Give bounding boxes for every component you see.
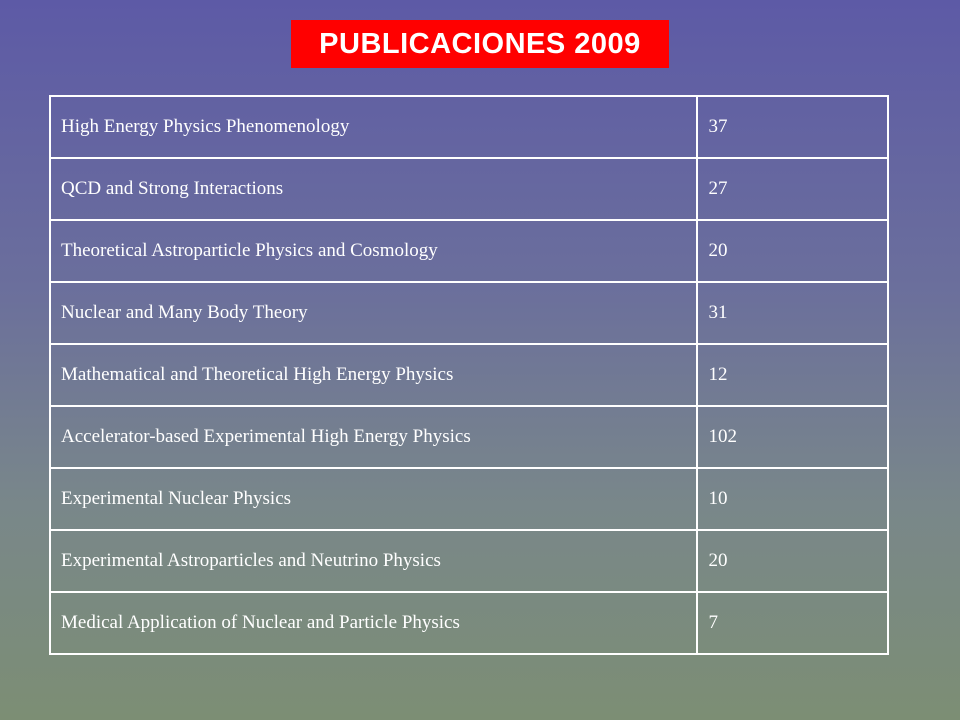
table-row: High Energy Physics Phenomenology 37 — [48, 95, 889, 159]
publication-count-cell: 20 — [696, 219, 889, 283]
research-area-cell: Theoretical Astroparticle Physics and Co… — [48, 219, 699, 283]
publications-table: High Energy Physics Phenomenology 37 QCD… — [48, 95, 889, 655]
research-area-cell: Mathematical and Theoretical High Energy… — [48, 343, 699, 407]
publication-count-cell: 27 — [696, 157, 889, 221]
publication-count-cell: 20 — [696, 529, 889, 593]
publication-count-cell: 7 — [696, 591, 889, 655]
publication-count-cell: 102 — [696, 405, 889, 469]
table-row: Experimental Nuclear Physics 10 — [48, 467, 889, 531]
publication-count-cell: 31 — [696, 281, 889, 345]
publication-count-cell: 10 — [696, 467, 889, 531]
table-row: Nuclear and Many Body Theory 31 — [48, 281, 889, 345]
table-row: Experimental Astroparticles and Neutrino… — [48, 529, 889, 593]
table-row: QCD and Strong Interactions 27 — [48, 157, 889, 221]
research-area-cell: QCD and Strong Interactions — [48, 157, 699, 221]
research-area-cell: Experimental Nuclear Physics — [48, 467, 699, 531]
page-title: PUBLICACIONES 2009 — [319, 27, 641, 60]
publication-count-cell: 12 — [696, 343, 889, 407]
table-row: Medical Application of Nuclear and Parti… — [48, 591, 889, 655]
page-title-box: PUBLICACIONES 2009 — [291, 20, 669, 68]
table-row: Mathematical and Theoretical High Energy… — [48, 343, 889, 407]
publication-count-cell: 37 — [696, 95, 889, 159]
research-area-cell: High Energy Physics Phenomenology — [48, 95, 699, 159]
research-area-cell: Medical Application of Nuclear and Parti… — [48, 591, 699, 655]
research-area-cell: Nuclear and Many Body Theory — [48, 281, 699, 345]
table-row: Accelerator-based Experimental High Ener… — [48, 405, 889, 469]
research-area-cell: Experimental Astroparticles and Neutrino… — [48, 529, 699, 593]
table-row: Theoretical Astroparticle Physics and Co… — [48, 219, 889, 283]
research-area-cell: Accelerator-based Experimental High Ener… — [48, 405, 699, 469]
